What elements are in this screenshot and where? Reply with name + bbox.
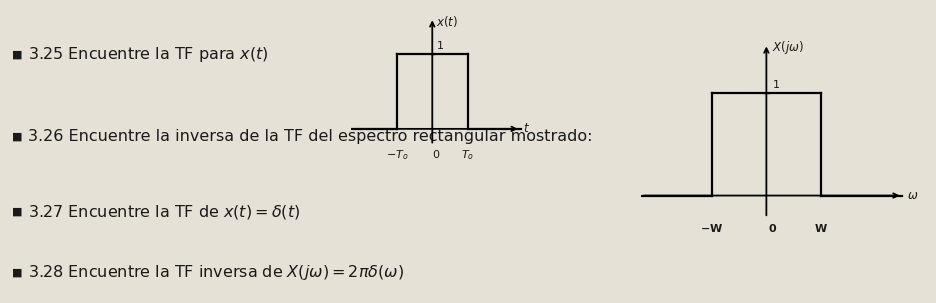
Text: $x(t)$: $x(t)$: [436, 14, 458, 29]
Text: ■: ■: [12, 49, 22, 60]
Text: $\mathbf{0}$: $\mathbf{0}$: [768, 222, 778, 234]
Text: $\mathbf{W}$: $\mathbf{W}$: [814, 222, 827, 234]
Text: ■: ■: [12, 268, 22, 278]
Text: 1: 1: [773, 80, 780, 90]
Text: 3.26 Encuentre la inversa de la TF del espectro rectangular mostrado:: 3.26 Encuentre la inversa de la TF del e…: [28, 129, 592, 144]
Text: ■: ■: [12, 131, 22, 142]
Text: $\mathbf{-W}$: $\mathbf{-W}$: [700, 222, 724, 234]
Text: 3.25 Encuentre la TF para $x(t)$: 3.25 Encuentre la TF para $x(t)$: [28, 45, 269, 64]
Text: 3.28 Encuentre la TF inversa de $X(j\omega) = 2\pi\delta(\omega)$: 3.28 Encuentre la TF inversa de $X(j\ome…: [28, 263, 404, 282]
Text: $0$: $0$: [432, 148, 441, 161]
Text: $\omega$: $\omega$: [907, 189, 918, 202]
Text: $-T_o$: $-T_o$: [386, 148, 408, 162]
Text: $X(j\omega)$: $X(j\omega)$: [772, 39, 804, 56]
Text: 3.27 Encuentre la TF de $x(t) = \delta(t)$: 3.27 Encuentre la TF de $x(t) = \delta(t…: [28, 203, 300, 221]
Text: $T_o$: $T_o$: [461, 148, 475, 162]
Text: 1: 1: [436, 41, 444, 51]
Text: $t$: $t$: [523, 122, 531, 135]
Text: ■: ■: [12, 207, 22, 217]
